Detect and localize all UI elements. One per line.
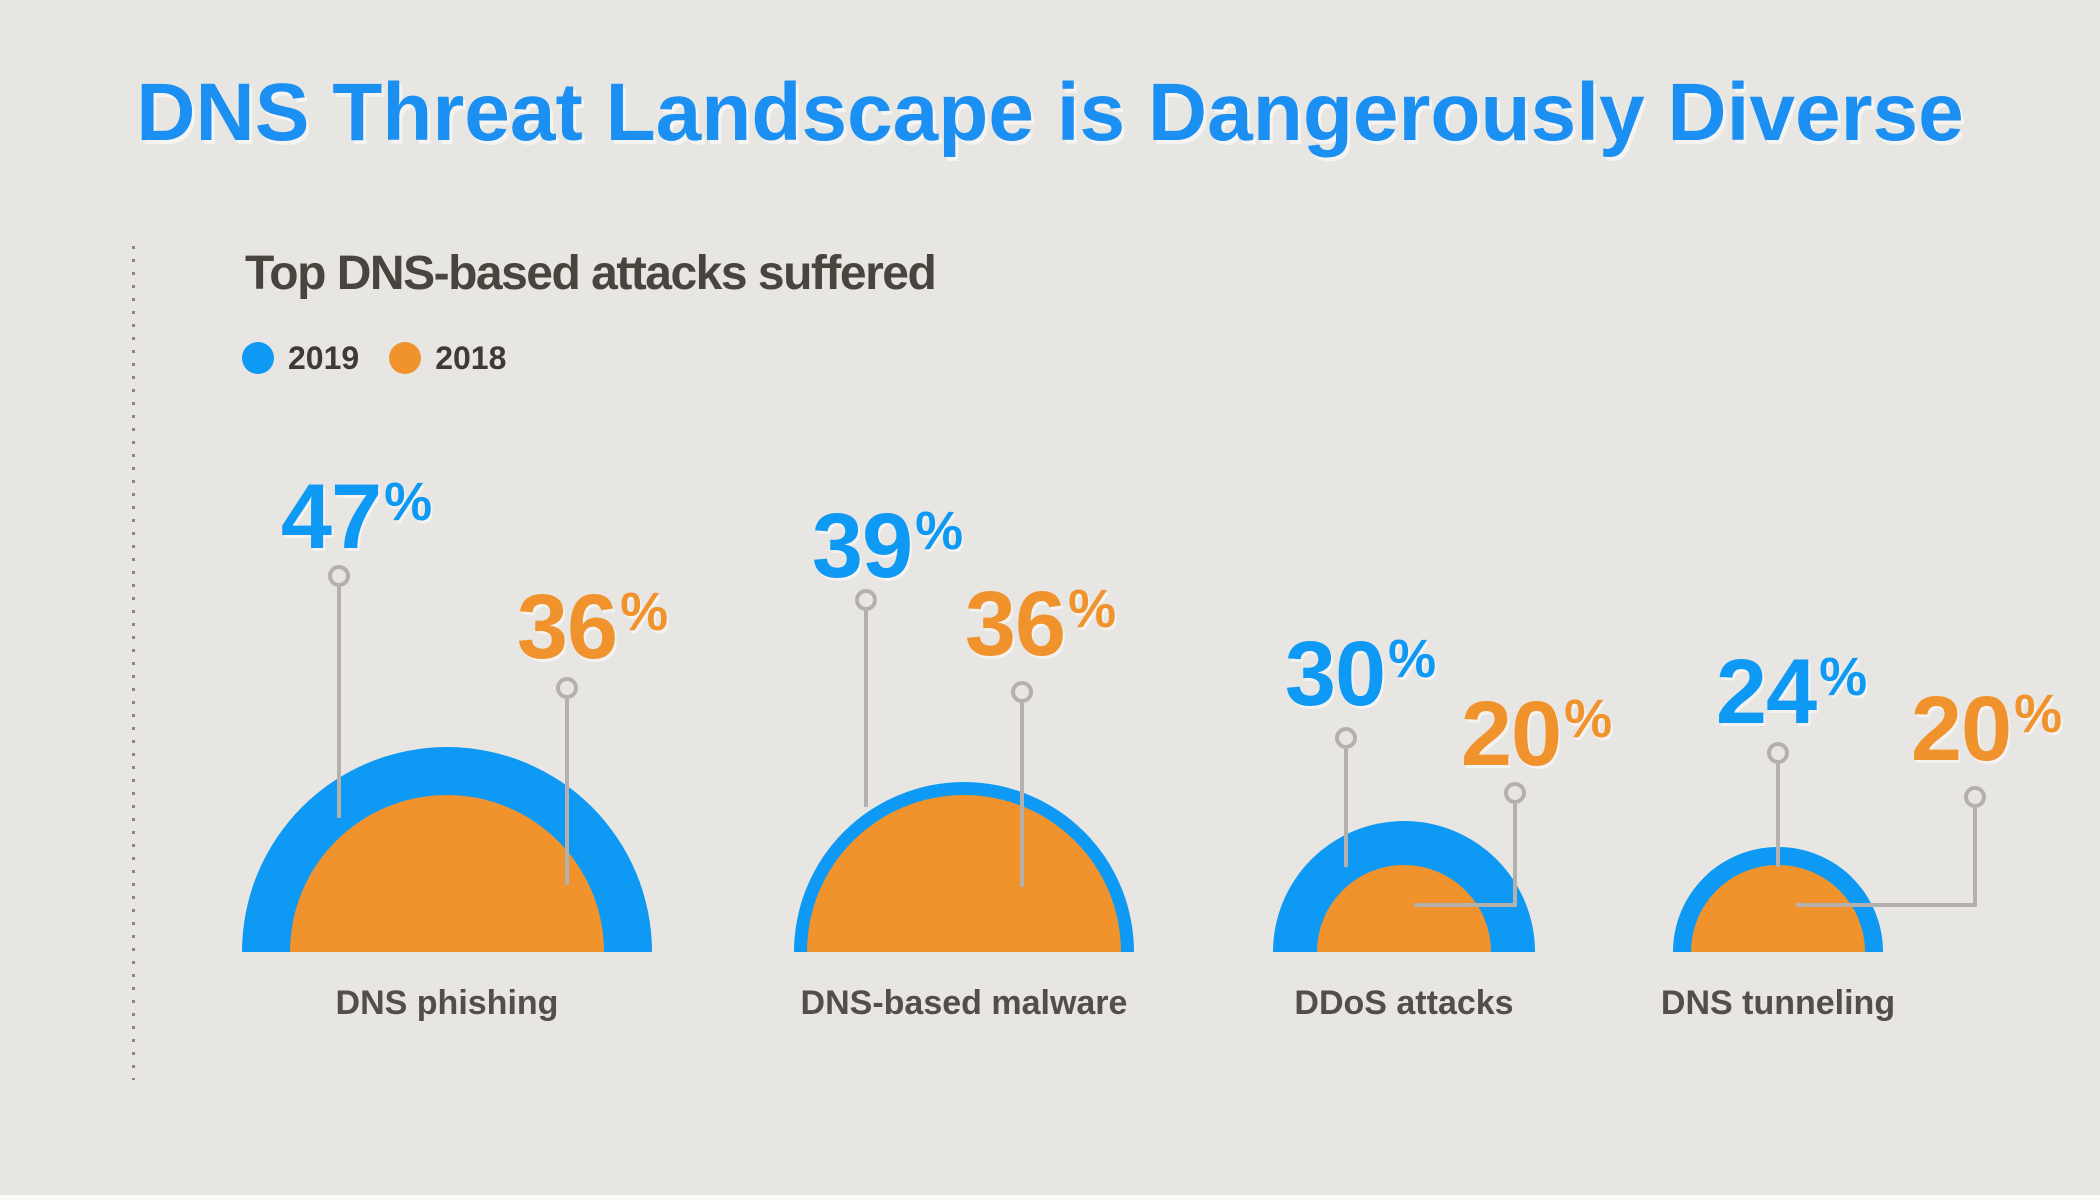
legend-label-2018: 2018 <box>435 340 507 376</box>
value-label-2018-ddos-attacks: 20% <box>1461 688 1612 780</box>
leader-line-vertical <box>337 587 341 818</box>
chart-legend: 2019 2018 <box>242 342 506 374</box>
category-label-ddos-attacks: DDoS attacks <box>1294 984 1514 1022</box>
leader-pin-ring <box>855 589 877 611</box>
leader-line-vertical <box>1973 808 1977 907</box>
leader-pin-ring <box>1964 786 1986 808</box>
value-number: 24 <box>1715 641 1817 743</box>
leader-line-horizontal <box>1414 903 1517 907</box>
value-label-2018-dns-based-malware: 36% <box>965 578 1116 670</box>
leader-line-horizontal <box>1796 903 1977 907</box>
percent-sign: % <box>2014 684 2062 744</box>
leader-pin-ring <box>1011 681 1033 703</box>
leader-pin-ring <box>1504 782 1526 804</box>
chart-subtitle: Top DNS-based attacks suffered <box>245 247 937 300</box>
leader-line-vertical <box>1344 749 1348 867</box>
percent-sign: % <box>384 472 432 532</box>
percent-sign: % <box>620 582 668 642</box>
value-number: 39 <box>811 495 913 597</box>
leader-line-vertical <box>1020 703 1024 887</box>
value-number: 20 <box>1910 678 2012 780</box>
dotted-divider <box>132 246 135 1080</box>
leader-line-vertical <box>864 611 868 807</box>
percent-sign: % <box>1564 689 1612 749</box>
value-number: 36 <box>964 573 1066 675</box>
page-title: DNS Threat Landscape is Dangerously Dive… <box>136 67 1964 158</box>
value-label-2018-dns-phishing: 36% <box>517 581 668 673</box>
value-label-2018-dns-tunneling: 20% <box>1911 683 2062 775</box>
legend-label-2019: 2019 <box>288 340 360 376</box>
value-label-2019-dns-phishing: 47% <box>281 471 432 563</box>
percent-sign: % <box>915 501 963 561</box>
percent-sign: % <box>1068 579 1116 639</box>
leader-line-vertical <box>1776 764 1780 867</box>
value-label-2019-dns-based-malware: 39% <box>812 500 963 592</box>
bottom-edge-strip <box>0 1195 2100 1200</box>
legend-dot-2018-icon <box>389 342 422 374</box>
percent-sign: % <box>1388 629 1436 689</box>
leader-pin-ring <box>1335 727 1357 749</box>
value-number: 36 <box>516 576 618 678</box>
semicircle-2018-dns-based-malware <box>806 794 1122 952</box>
value-number: 30 <box>1284 623 1386 725</box>
category-label-dns-tunneling: DNS tunneling <box>1660 984 1896 1022</box>
leader-pin-ring <box>328 565 350 587</box>
value-label-2019-ddos-attacks: 30% <box>1285 628 1436 720</box>
value-number: 47 <box>280 466 382 568</box>
category-label-dns-phishing: DNS phishing <box>335 984 559 1022</box>
leader-line-vertical <box>1513 804 1517 907</box>
leader-line-vertical <box>565 699 569 885</box>
legend-dot-2019-icon <box>242 342 274 374</box>
value-number: 20 <box>1460 683 1562 785</box>
value-label-2019-dns-tunneling: 24% <box>1716 646 1867 738</box>
leader-pin-ring <box>1767 742 1789 764</box>
percent-sign: % <box>1819 647 1867 707</box>
category-label-dns-based-malware: DNS-based malware <box>800 984 1128 1022</box>
leader-pin-ring <box>556 677 578 699</box>
